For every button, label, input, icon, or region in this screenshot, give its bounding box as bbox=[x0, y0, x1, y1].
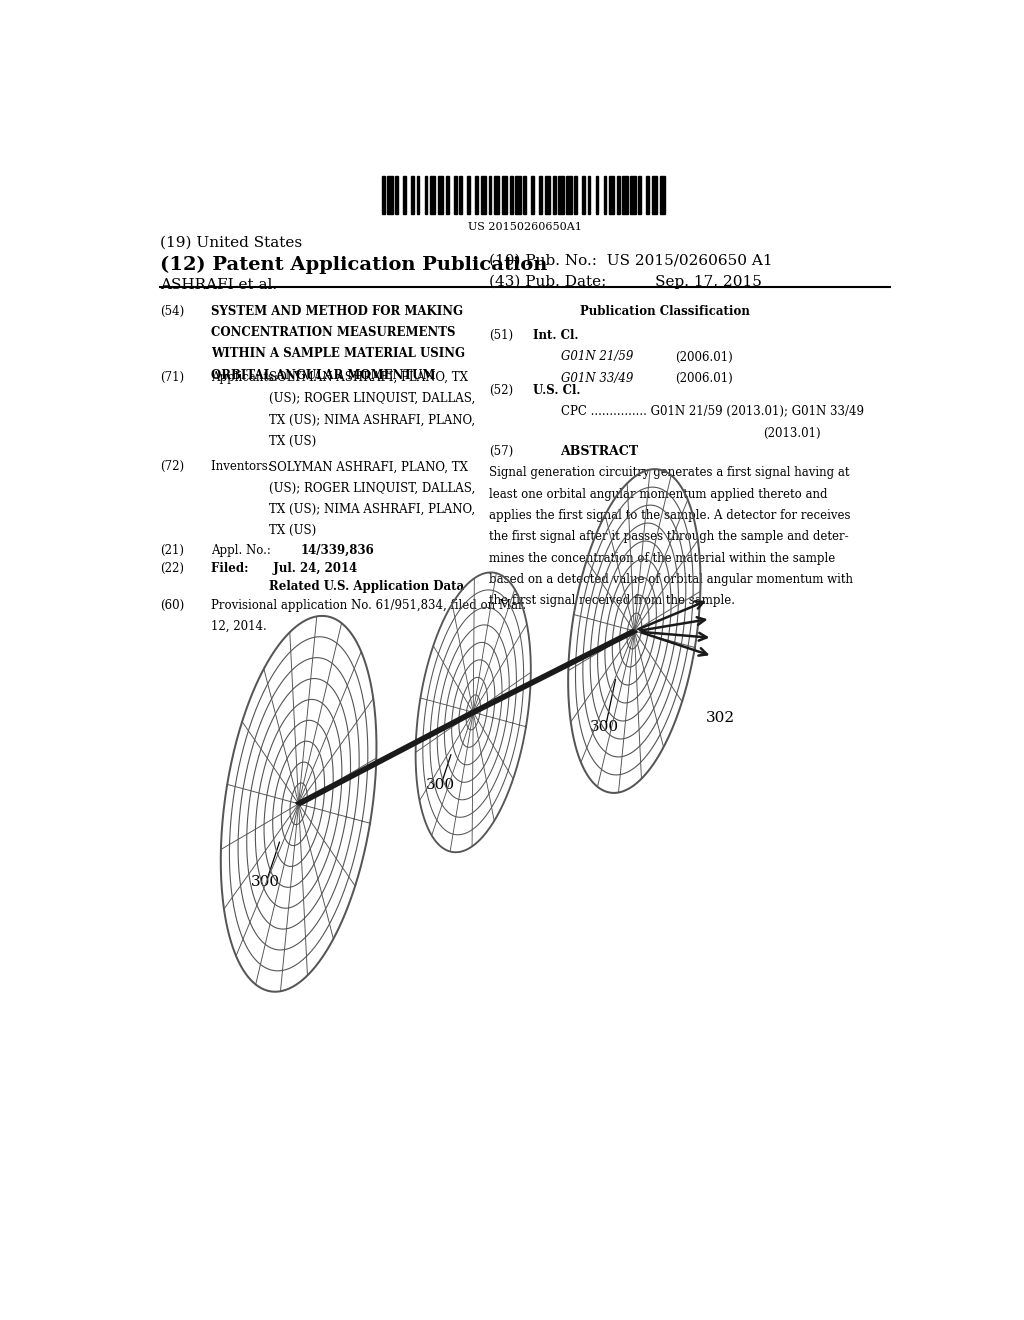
Text: applies the first signal to the sample. A detector for receives: applies the first signal to the sample. … bbox=[489, 510, 851, 521]
Bar bbox=[438, 176, 443, 214]
Text: (54): (54) bbox=[160, 305, 184, 318]
Bar bbox=[531, 176, 535, 214]
Bar bbox=[425, 176, 427, 214]
Text: (43) Pub. Date:          Sep. 17, 2015: (43) Pub. Date: Sep. 17, 2015 bbox=[489, 275, 762, 289]
Text: WITHIN A SAMPLE MATERIAL USING: WITHIN A SAMPLE MATERIAL USING bbox=[211, 347, 465, 360]
Bar bbox=[574, 176, 577, 214]
Text: US 20150260650A1: US 20150260650A1 bbox=[468, 223, 582, 232]
Text: (19) United States: (19) United States bbox=[160, 236, 302, 249]
Bar bbox=[454, 176, 457, 214]
Text: (51): (51) bbox=[489, 329, 513, 342]
Text: Publication Classification: Publication Classification bbox=[581, 305, 751, 318]
Text: (52): (52) bbox=[489, 384, 513, 397]
Bar bbox=[460, 176, 462, 214]
Text: U.S. Cl.: U.S. Cl. bbox=[532, 384, 581, 397]
Bar bbox=[395, 176, 398, 214]
Text: ORBITAL ANGULAR MOMENTUM: ORBITAL ANGULAR MOMENTUM bbox=[211, 368, 435, 381]
Bar bbox=[412, 176, 414, 214]
Text: based on a detected value of orbital angular momentum with: based on a detected value of orbital ang… bbox=[489, 573, 853, 586]
Bar bbox=[553, 176, 555, 214]
Text: 14/339,836: 14/339,836 bbox=[301, 544, 375, 557]
Bar bbox=[630, 176, 636, 214]
Bar bbox=[523, 176, 526, 214]
Text: Inventors:: Inventors: bbox=[211, 461, 275, 474]
Text: G01N 21/59: G01N 21/59 bbox=[560, 351, 633, 363]
Bar bbox=[545, 176, 550, 214]
Bar bbox=[596, 176, 598, 214]
Bar bbox=[430, 176, 435, 214]
Bar bbox=[646, 176, 649, 214]
Text: 300: 300 bbox=[251, 875, 281, 888]
Text: (10) Pub. No.:  US 2015/0260650 A1: (10) Pub. No.: US 2015/0260650 A1 bbox=[489, 253, 773, 268]
Text: (22): (22) bbox=[160, 562, 183, 576]
Bar bbox=[480, 176, 486, 214]
Text: (57): (57) bbox=[489, 445, 513, 458]
Bar bbox=[609, 176, 614, 214]
Text: SOLYMAN ASHRAFI, PLANO, TX: SOLYMAN ASHRAFI, PLANO, TX bbox=[269, 371, 468, 384]
Text: TX (US): TX (US) bbox=[269, 434, 316, 447]
Text: (2006.01): (2006.01) bbox=[676, 351, 733, 363]
Bar bbox=[403, 176, 406, 214]
Bar bbox=[566, 176, 571, 214]
Bar bbox=[623, 176, 628, 214]
Bar bbox=[510, 176, 513, 214]
Bar bbox=[558, 176, 563, 214]
Bar bbox=[659, 176, 665, 214]
Text: ASHRAFI et al.: ASHRAFI et al. bbox=[160, 279, 276, 292]
Text: TX (US); NIMA ASHRAFI, PLANO,: TX (US); NIMA ASHRAFI, PLANO, bbox=[269, 503, 475, 516]
Bar bbox=[616, 176, 620, 214]
Text: ABSTRACT: ABSTRACT bbox=[560, 445, 639, 458]
Bar bbox=[651, 176, 657, 214]
Bar bbox=[502, 176, 508, 214]
Text: (21): (21) bbox=[160, 544, 183, 557]
Bar bbox=[588, 176, 590, 214]
Text: Int. Cl.: Int. Cl. bbox=[532, 329, 579, 342]
Text: CONCENTRATION MEASUREMENTS: CONCENTRATION MEASUREMENTS bbox=[211, 326, 456, 339]
Text: SOLYMAN ASHRAFI, PLANO, TX: SOLYMAN ASHRAFI, PLANO, TX bbox=[269, 461, 468, 474]
Text: G01N 33/49: G01N 33/49 bbox=[560, 372, 633, 385]
Bar bbox=[382, 176, 385, 214]
Bar bbox=[603, 176, 606, 214]
Bar bbox=[417, 176, 420, 214]
Text: (60): (60) bbox=[160, 598, 184, 611]
Bar bbox=[488, 176, 492, 214]
Text: TX (US); NIMA ASHRAFI, PLANO,: TX (US); NIMA ASHRAFI, PLANO, bbox=[269, 413, 475, 426]
Text: CPC ............... G01N 21/59 (2013.01); G01N 33/49: CPC ............... G01N 21/59 (2013.01)… bbox=[560, 405, 863, 418]
Bar bbox=[638, 176, 641, 214]
Text: least one orbital angular momentum applied thereto and: least one orbital angular momentum appli… bbox=[489, 487, 827, 500]
Bar bbox=[446, 176, 449, 214]
Text: 300: 300 bbox=[426, 779, 455, 792]
Text: (2013.01): (2013.01) bbox=[763, 426, 820, 440]
Text: Filed:      Jul. 24, 2014: Filed: Jul. 24, 2014 bbox=[211, 562, 357, 576]
Text: (US); ROGER LINQUIST, DALLAS,: (US); ROGER LINQUIST, DALLAS, bbox=[269, 392, 475, 405]
Text: 302: 302 bbox=[706, 711, 735, 725]
Text: the first signal after it passes through the sample and deter-: the first signal after it passes through… bbox=[489, 531, 849, 544]
Bar bbox=[475, 176, 478, 214]
Text: Related U.S. Application Data: Related U.S. Application Data bbox=[269, 581, 465, 593]
Text: Appl. No.:: Appl. No.: bbox=[211, 544, 271, 557]
Text: Applicants:: Applicants: bbox=[211, 371, 279, 384]
Text: (US); ROGER LINQUIST, DALLAS,: (US); ROGER LINQUIST, DALLAS, bbox=[269, 482, 475, 495]
Bar bbox=[467, 176, 470, 214]
Text: TX (US): TX (US) bbox=[269, 524, 316, 537]
Text: mines the concentration of the material within the sample: mines the concentration of the material … bbox=[489, 552, 836, 565]
Text: 12, 2014.: 12, 2014. bbox=[211, 620, 267, 632]
Text: SYSTEM AND METHOD FOR MAKING: SYSTEM AND METHOD FOR MAKING bbox=[211, 305, 463, 318]
Text: (2006.01): (2006.01) bbox=[676, 372, 733, 385]
Text: (71): (71) bbox=[160, 371, 184, 384]
Bar bbox=[583, 176, 585, 214]
Bar bbox=[515, 176, 521, 214]
Text: Signal generation circuitry generates a first signal having at: Signal generation circuitry generates a … bbox=[489, 466, 850, 479]
Text: (72): (72) bbox=[160, 461, 184, 474]
Text: the first signal received from the sample.: the first signal received from the sampl… bbox=[489, 594, 735, 607]
Bar bbox=[495, 176, 500, 214]
Text: 300: 300 bbox=[590, 721, 618, 734]
Text: (12) Patent Application Publication: (12) Patent Application Publication bbox=[160, 256, 547, 275]
Bar bbox=[540, 176, 542, 214]
Bar bbox=[387, 176, 392, 214]
Text: Provisional application No. 61/951,834, filed on Mar.: Provisional application No. 61/951,834, … bbox=[211, 598, 526, 611]
